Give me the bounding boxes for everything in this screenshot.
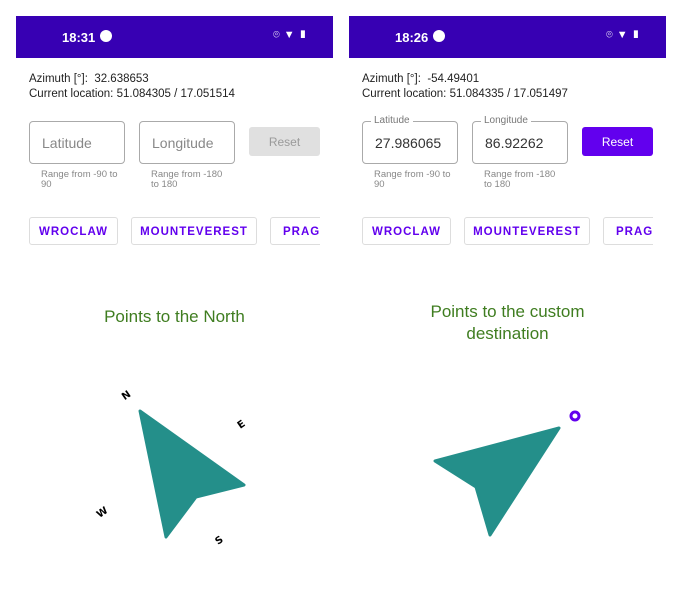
- latitude-helper: Range from -90 to 90: [41, 169, 118, 190]
- arrow-icon: [138, 409, 246, 539]
- compass-e: E: [236, 418, 248, 431]
- status-bar: 18:31 ⌾▼▮: [16, 16, 333, 58]
- latitude-placeholder: Latitude: [42, 135, 92, 151]
- azimuth-label: Azimuth [°]:: [29, 73, 88, 85]
- city-chips: WROCLAW MOUNTEVEREST PRAGUE: [29, 217, 320, 247]
- chip-wroclaw[interactable]: WROCLAW: [362, 217, 451, 245]
- status-time: 18:26: [395, 30, 429, 45]
- location-label: Current location:: [362, 88, 447, 100]
- battery-icon: ▮: [298, 29, 311, 41]
- longitude-value: 86.92262: [485, 135, 544, 151]
- longitude-label: Longitude: [481, 115, 531, 126]
- compass-title: Points to the North: [104, 307, 245, 326]
- location-value: 51.084335 / 17.051497: [449, 88, 568, 100]
- compass-title: Points to the custom destination: [430, 302, 585, 343]
- longitude-helper: Range from -180 to 180: [151, 169, 223, 190]
- chip-prague[interactable]: PRAGUE: [603, 217, 653, 245]
- location-icon: ⌾: [606, 29, 617, 41]
- chip-mounteverest[interactable]: MOUNTEVEREST: [464, 217, 590, 245]
- screen-north: 18:31 ⌾▼▮ Azimuth [°]: 32.638653 Current…: [16, 16, 333, 586]
- status-icons: ⌾▼▮: [273, 29, 311, 42]
- location-icon: ⌾: [273, 29, 284, 41]
- notification-icon: [100, 30, 112, 42]
- latitude-input[interactable]: Latitude 27.986065: [362, 115, 458, 164]
- latitude-value: 27.986065: [375, 135, 442, 151]
- compass-n: N: [120, 389, 133, 403]
- chip-wroclaw[interactable]: WROCLAW: [29, 217, 118, 245]
- wifi-icon: ▼: [283, 29, 299, 41]
- chip-mounteverest[interactable]: MOUNTEVEREST: [131, 217, 257, 245]
- azimuth-label: Azimuth [°]:: [362, 73, 421, 85]
- azimuth-value: -54.49401: [427, 73, 480, 85]
- status-icons: ⌾▼▮: [606, 29, 644, 42]
- info-text: Azimuth [°]: -54.49401 Current location:…: [362, 72, 568, 102]
- longitude-placeholder: Longitude: [152, 135, 214, 151]
- compass: N E S W: [95, 389, 248, 547]
- compass-w: W: [95, 505, 110, 520]
- compass-s: S: [213, 534, 225, 547]
- info-text: Azimuth [°]: 32.638653 Current location:…: [29, 72, 235, 102]
- arrow-icon: [433, 426, 561, 537]
- longitude-helper: Range from -180 to 180: [484, 169, 556, 190]
- status-bar: 18:26 ⌾▼▮: [349, 16, 666, 58]
- screen-custom: 18:26 ⌾▼▮ Azimuth [°]: -54.49401 Current…: [349, 16, 666, 586]
- wifi-icon: ▼: [616, 29, 632, 41]
- location-label: Current location:: [29, 88, 114, 100]
- reset-button[interactable]: Reset: [582, 127, 653, 156]
- compass: [433, 410, 581, 537]
- battery-icon: ▮: [631, 29, 644, 41]
- longitude-input[interactable]: Longitude: [139, 121, 235, 164]
- notification-icon: [433, 30, 445, 42]
- destination-marker-icon: [569, 410, 581, 422]
- latitude-input[interactable]: Latitude: [29, 121, 125, 164]
- longitude-input[interactable]: Longitude 86.92262: [472, 115, 568, 164]
- chip-prague[interactable]: PRAGUE: [270, 217, 320, 245]
- azimuth-value: 32.638653: [94, 73, 149, 85]
- latitude-helper: Range from -90 to 90: [374, 169, 451, 190]
- latitude-label: Latitude: [371, 115, 413, 126]
- reset-button[interactable]: Reset: [249, 127, 320, 156]
- city-chips: WROCLAW MOUNTEVEREST PRAGUE: [362, 217, 653, 247]
- status-time: 18:31: [62, 30, 96, 45]
- location-value: 51.084305 / 17.051514: [116, 88, 235, 100]
